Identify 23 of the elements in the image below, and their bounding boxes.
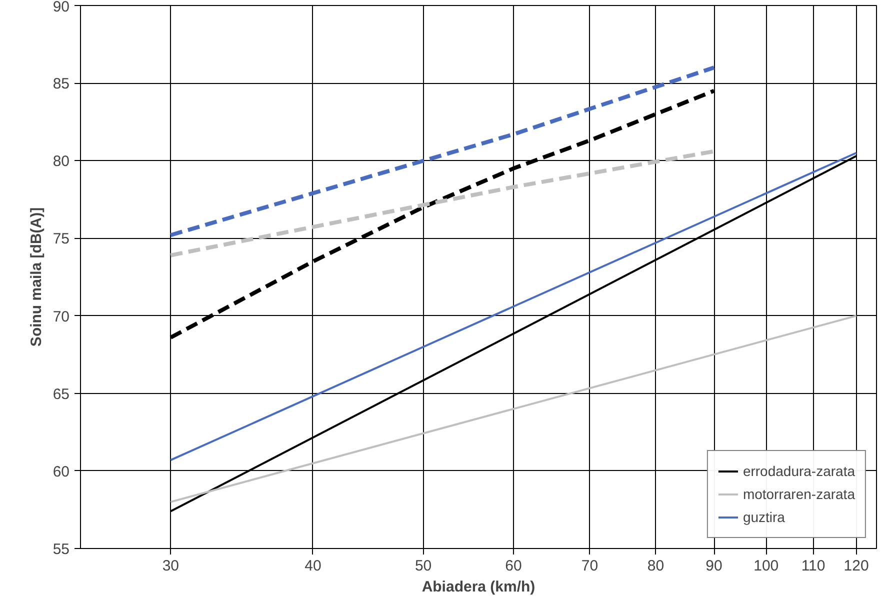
x-tick-label: 80: [647, 558, 664, 574]
y-tick-label: 65: [52, 386, 70, 403]
x-tick-label: 110: [801, 558, 826, 574]
legend-label: guztira: [742, 509, 785, 525]
y-axis-title: Soinu maila [dB(A)]: [28, 207, 45, 347]
y-tick-label: 90: [52, 0, 70, 16]
x-tick-label: 100: [754, 558, 779, 574]
y-tick-label: 75: [52, 230, 70, 248]
x-tick-label: 30: [162, 558, 180, 574]
y-tick-label: 80: [52, 153, 70, 170]
y-tick-label: 70: [52, 308, 70, 326]
x-tick-label: 60: [505, 558, 522, 574]
x-tick-label: 90: [706, 558, 722, 574]
y-tick-label: 55: [52, 541, 70, 558]
x-tick-label: 40: [304, 558, 322, 574]
legend-label: errodadura-zarata: [742, 463, 855, 479]
y-tick-label: 60: [52, 463, 70, 480]
legend-label: motorraren-zarata: [742, 486, 855, 502]
y-tick-label: 85: [52, 76, 70, 93]
x-axis-title: Abiadera (km/h): [422, 578, 536, 596]
x-tick-label: 120: [844, 558, 869, 574]
x-tick-label: 70: [581, 558, 598, 574]
x-tick-label: 50: [414, 558, 432, 574]
